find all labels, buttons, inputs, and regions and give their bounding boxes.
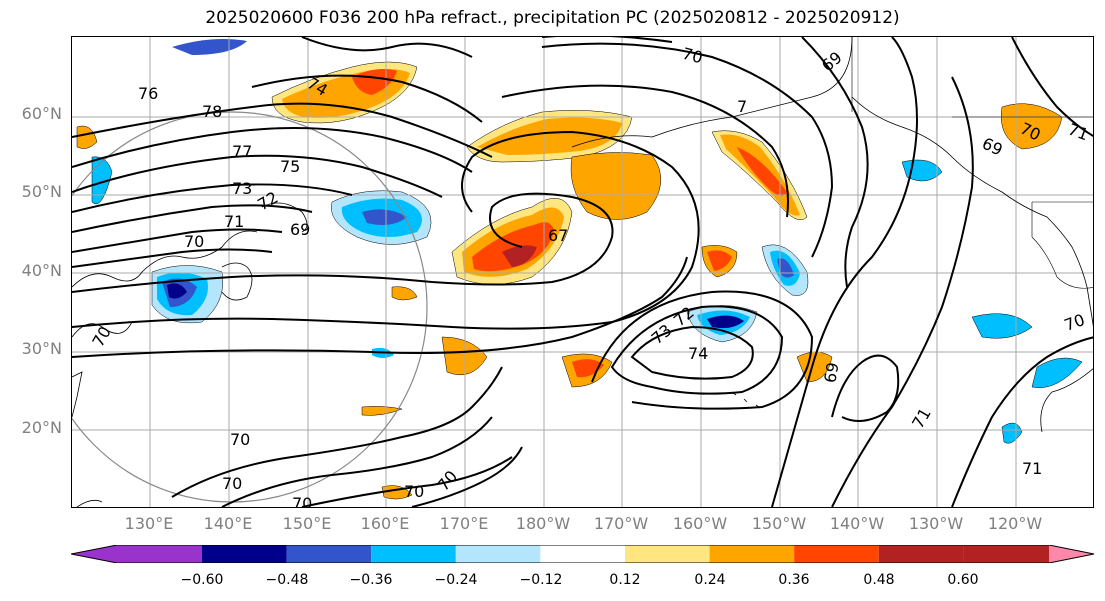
contour-label: 70 [404,482,424,501]
contour-label: 76 [138,84,158,103]
colorbar-extend-max [1049,545,1094,563]
map-svg: 76 78 74 77 75 73 72 71 70 69 67 73 72 7… [72,37,1093,508]
colorbar-tick: −0.36 [349,572,393,588]
colorbar-cell [709,545,795,563]
map-panel: 76 78 74 77 75 73 72 71 70 69 67 73 72 7… [71,36,1094,508]
contour-label: 69 [290,220,310,239]
lon-label: 170°W [593,514,649,533]
contour-label: 77 [232,142,252,161]
lon-label: 160°E [360,514,410,533]
colorbar-tick: 0.24 [694,572,726,588]
lat-label-50n: 50°N [21,182,62,201]
colorbar-tick: −0.60 [180,572,224,588]
lon-label: 160°W [672,514,728,533]
contour-label: 71 [1065,120,1091,145]
contour-label: 71 [1022,459,1042,478]
coastlines [72,37,1093,507]
lat-label-20n: 20°N [21,418,62,437]
colorbar-cells [71,545,1094,563]
lon-label: 140°E [203,514,253,533]
graticule [72,37,1093,507]
colorbar-cell [625,545,710,563]
figure-title: 2025020600 F036 200 hPa refract., precip… [205,8,900,28]
contour-label: 71 [908,405,935,432]
contour-label: 71 [224,212,244,231]
contour-label: 70 [230,430,250,449]
colorbar-cell [878,545,964,563]
colorbar-cell [371,545,456,563]
colorbar-cell [963,545,1049,563]
lon-label: 180°W [515,514,571,533]
contour-label: 69 [979,134,1005,160]
colorbar-tick: −0.12 [519,572,563,588]
colorbar-tick: −0.48 [265,572,309,588]
lon-label: 150°W [751,514,807,533]
lon-label: 170°E [439,514,489,533]
contour-label: 70 [88,323,115,350]
lat-label-60n: 60°N [21,104,62,123]
borders [851,37,1093,289]
colorbar-tick: 0.12 [609,572,641,588]
colorbar-extend-min [71,545,117,563]
lon-label: 130°E [124,514,174,533]
contour-label: 69 [820,361,842,384]
contour-label: 74 [688,344,708,363]
colorbar-tick: −0.24 [434,572,478,588]
lon-label: 150°E [282,514,332,533]
contour-label: 73 [232,179,252,198]
colorbar-cell [540,545,625,563]
lon-label: 120°W [987,514,1043,533]
contour-label: 72 [254,188,281,215]
colorbar-cell [117,545,202,563]
lon-label: 140°W [829,514,885,533]
contour-label: 70 [184,232,204,251]
contour-label: 70 [292,494,312,508]
colorbar-tick: 0.60 [947,572,979,588]
colorbar-tick: 0.36 [778,572,810,588]
shade-blue-north [172,39,247,55]
contour-label: 70 [222,474,242,493]
lat-label-30n: 30°N [21,339,62,358]
colorbar-cell [794,545,879,563]
contour-label: 67 [548,226,568,245]
contour-label: 78 [202,102,222,121]
lat-label-40n: 40°N [21,261,62,280]
contours [72,37,1093,507]
contour-label: 69 [818,48,846,76]
lon-label: 130°W [908,514,964,533]
colorbar-cell [286,545,372,563]
contour-label: 75 [280,157,300,176]
contour-label: 70 [434,467,462,495]
colorbar-cell [202,545,287,563]
colorbar-cell [455,545,541,563]
contour-label: 70 [680,44,705,68]
colorbar-tick: 0.48 [863,572,895,588]
colorbar [71,545,1095,563]
contour-label: 7 [737,97,747,116]
contour-label: 70 [1062,310,1088,335]
